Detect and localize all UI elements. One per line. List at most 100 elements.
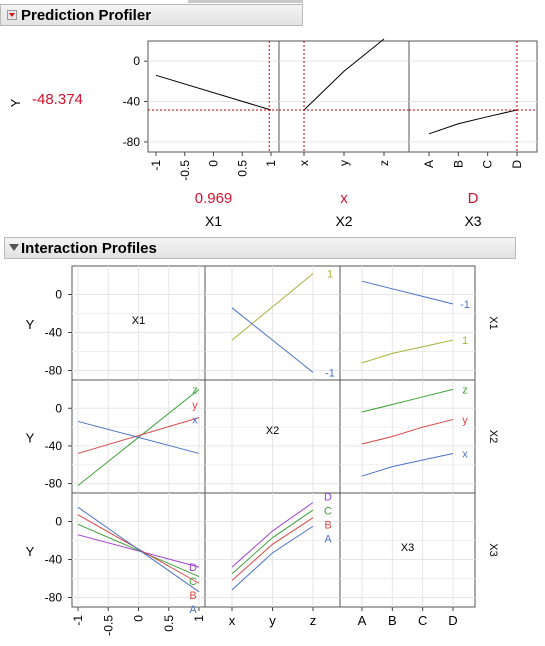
- profiler-panel-X3: [408, 40, 538, 156]
- interaction-profiles-header[interactable]: Interaction Profiles: [4, 237, 516, 259]
- x-tick-label: -1: [71, 615, 85, 626]
- y-tick-label: -80: [123, 135, 141, 149]
- interaction-cell-1-1: [204, 379, 341, 494]
- profiler-panel-frame: [147, 40, 280, 153]
- x-tick-label: z: [310, 613, 317, 628]
- series-label-B: B: [324, 520, 331, 532]
- x-tick-label: -0.5: [101, 615, 115, 636]
- top-strip: [188, 0, 303, 3]
- series-label-B: B: [189, 590, 196, 602]
- interaction-cell-0-1: [204, 265, 341, 381]
- x-tick-label: -1: [149, 160, 163, 171]
- factor-name: X1: [205, 213, 222, 229]
- series-label-D: D: [324, 492, 332, 504]
- x-tick-label: D: [448, 613, 457, 628]
- interaction-profiles-title: Interaction Profiles: [21, 240, 157, 257]
- series-line-x: [361, 452, 454, 477]
- series-label-C: C: [189, 576, 197, 588]
- diagonal-label: X3: [401, 542, 414, 554]
- factor-current-value: x: [340, 190, 348, 207]
- factor-name: X2: [335, 213, 352, 229]
- interaction-cell-0-0: [71, 265, 206, 381]
- series-label-x: x: [462, 448, 468, 460]
- y-tick-label: -40: [45, 439, 63, 453]
- interaction-cell-2-0: [71, 492, 206, 608]
- series-label-z: z: [462, 384, 468, 396]
- interaction-cell-0-2: [339, 265, 476, 381]
- row-label: X1: [487, 316, 499, 329]
- series-label-D: D: [189, 562, 197, 574]
- series-label-A: A: [324, 534, 332, 546]
- x-tick-label: C: [418, 613, 427, 628]
- response-label-y: Y: [8, 98, 23, 107]
- series-line-x: [77, 420, 200, 454]
- x-tick-label: 0.5: [235, 160, 249, 177]
- y-tick-label: -80: [45, 477, 63, 491]
- series-line-y: [361, 419, 454, 445]
- interaction-y-label: Y: [26, 431, 35, 446]
- interaction-cell-2-1: [204, 492, 341, 608]
- x-tick-label: x: [297, 160, 311, 166]
- x-tick-label: A: [358, 613, 367, 628]
- series-label-y: y: [462, 415, 468, 427]
- y-tick-label: 0: [55, 288, 62, 302]
- y-tick-label: 0: [55, 401, 62, 415]
- series-label-z: z: [192, 384, 198, 396]
- response-current-value: -48.374: [32, 91, 83, 108]
- series-line-C: [77, 523, 200, 578]
- profile-trace: [303, 38, 385, 111]
- series-line-y: [77, 417, 200, 454]
- profile-trace: [155, 74, 272, 111]
- disclosure-icon[interactable]: [9, 244, 19, 251]
- interaction-cell-1-2: [339, 379, 476, 494]
- x-tick-label: 1: [192, 615, 206, 622]
- row-label: X2: [487, 430, 499, 443]
- x-tick-label: B: [451, 160, 465, 168]
- series-line-1: [231, 273, 314, 341]
- x-tick-label: -0.5: [178, 160, 192, 181]
- profiler-panel-X1: [147, 40, 280, 156]
- series-line-z: [361, 388, 454, 413]
- factor-current-value: D: [468, 190, 479, 207]
- y-tick-label: -80: [45, 591, 63, 605]
- profiler-panel-X2: [278, 38, 410, 156]
- series-line-A: [77, 506, 200, 593]
- x-tick-label: D: [510, 160, 524, 169]
- cell-frame: [339, 265, 476, 381]
- diagonal-label: X2: [266, 425, 279, 437]
- y-tick-label: 0: [133, 54, 140, 68]
- x-tick-label: B: [388, 613, 397, 628]
- series-label-1: 1: [327, 269, 333, 281]
- x-tick-label: y: [337, 160, 351, 166]
- y-tick-label: -40: [45, 553, 63, 567]
- diagonal-label: X1: [132, 315, 145, 327]
- interaction-cell-2-2: [339, 492, 476, 608]
- x-tick-label: z: [377, 160, 391, 166]
- series-line--1: [361, 280, 454, 305]
- y-tick-label: -40: [45, 326, 63, 340]
- prediction-profiler-title: Prediction Profiler: [21, 7, 152, 24]
- series-line-1: [361, 339, 454, 364]
- profiler-panel-frame: [408, 40, 538, 153]
- series-label-y: y: [192, 399, 198, 411]
- prediction-profiler-header[interactable]: Prediction Profiler: [0, 4, 303, 26]
- series-label-C: C: [324, 506, 332, 518]
- series-line-D: [231, 502, 314, 568]
- factor-current-value: 0.969: [195, 190, 233, 207]
- y-tick-label: -40: [123, 95, 141, 109]
- row-label: X3: [487, 543, 499, 556]
- series-line--1: [231, 307, 314, 373]
- profiler-panel-frame: [278, 40, 410, 153]
- profile-trace: [428, 109, 518, 135]
- interaction-y-label: Y: [26, 544, 35, 559]
- series-line-C: [231, 509, 314, 575]
- x-tick-label: 0: [132, 615, 146, 622]
- series-line-B: [231, 517, 314, 581]
- red-triangle-menu-icon[interactable]: [7, 10, 17, 20]
- x-tick-label: C: [481, 160, 495, 169]
- x-tick-label: y: [269, 613, 276, 628]
- x-tick-label: 0: [207, 160, 221, 167]
- interaction-y-label: Y: [26, 317, 35, 332]
- x-tick-label: 1: [264, 160, 278, 167]
